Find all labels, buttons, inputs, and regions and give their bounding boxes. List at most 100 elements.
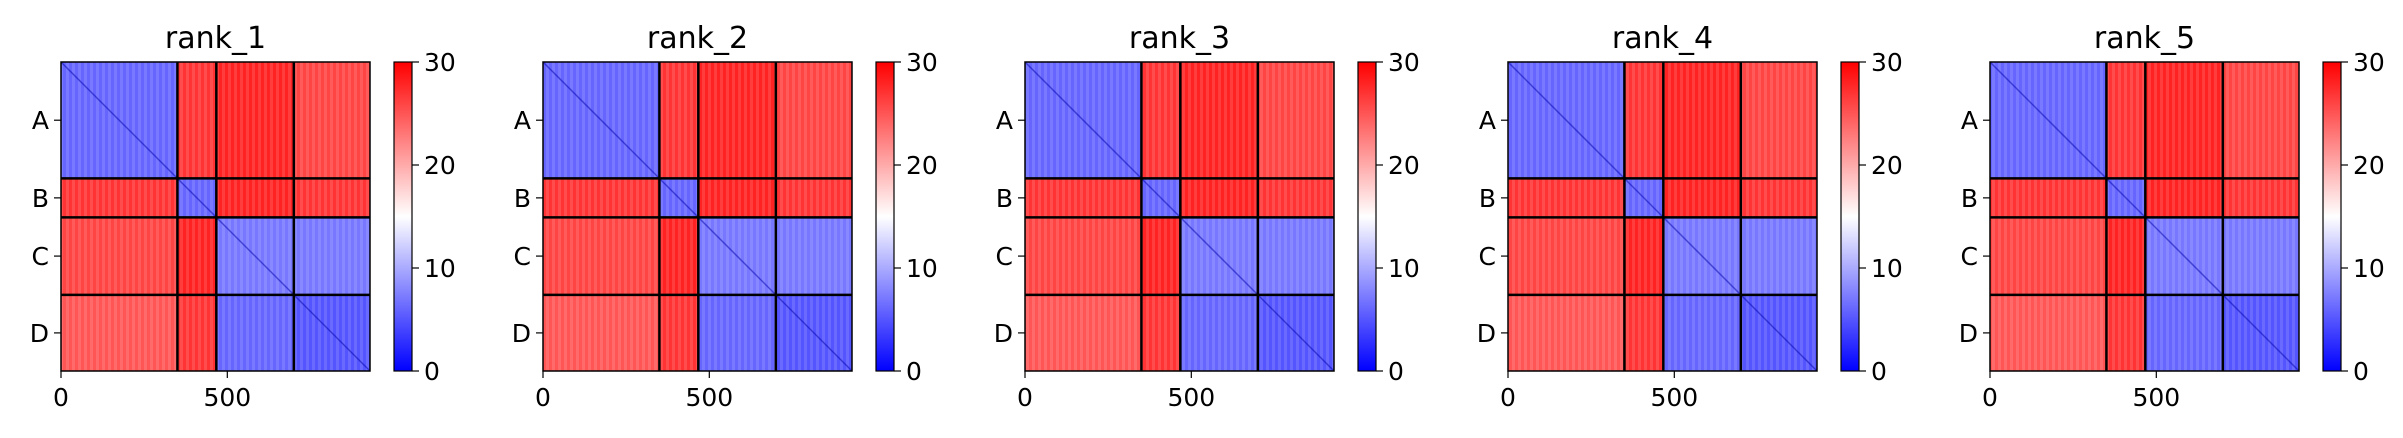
y-tick-label: B <box>996 184 1013 213</box>
heatmap-texture <box>1624 62 1664 179</box>
x-tick-label: 0 <box>1500 383 1516 412</box>
heatmap-texture <box>1740 62 1817 179</box>
heatmap-texture <box>1141 294 1181 371</box>
panel-title: rank_1 <box>165 21 266 56</box>
y-tick-label: B <box>32 184 49 213</box>
panel-title: rank_5 <box>2094 21 2195 56</box>
colorbar-tick-label: 0 <box>424 357 440 386</box>
colorbar-frame <box>875 61 895 372</box>
plot-frame <box>1024 61 1335 372</box>
heatmap-texture <box>1141 62 1181 179</box>
y-tick-label: C <box>32 242 49 271</box>
plot-frame <box>1989 61 2300 372</box>
heatmap-texture <box>1663 294 1741 371</box>
heatmap-texture <box>2145 178 2223 218</box>
heatmap-texture <box>1257 62 1334 179</box>
heatmap-texture <box>1141 217 1181 295</box>
heatmap-texture <box>775 178 852 218</box>
heatmap-texture <box>1990 178 2107 218</box>
heatmap-texture <box>1663 178 1741 218</box>
colorbar-tick-label: 20 <box>424 151 456 180</box>
x-tick-label: 500 <box>2132 383 2180 412</box>
heatmap-texture <box>1180 178 1258 218</box>
colorbar-tick-label: 20 <box>2353 151 2385 180</box>
y-tick-label: C <box>1961 242 1978 271</box>
heatmap-texture <box>177 217 217 295</box>
heatmap-texture <box>1508 217 1625 295</box>
y-tick-label: A <box>1479 106 1496 135</box>
heatmap-texture <box>1025 178 1142 218</box>
panel-title: rank_3 <box>1129 21 1230 56</box>
colorbar-tick-label: 0 <box>1871 357 1887 386</box>
x-tick-label: 500 <box>685 383 733 412</box>
heatmap-texture <box>1624 294 1664 371</box>
heatmap-texture <box>1990 294 2107 371</box>
heatmap-texture <box>216 294 294 371</box>
heatmap-texture <box>2145 294 2223 371</box>
y-tick-label: D <box>30 319 49 348</box>
heatmap-texture <box>61 178 178 218</box>
colorbar-tick-label: 0 <box>906 357 922 386</box>
y-tick-label: C <box>514 242 531 271</box>
y-tick-label: A <box>32 106 49 135</box>
heatmap-texture <box>2222 178 2299 218</box>
heatmap-texture <box>1508 178 1625 218</box>
y-tick-label: D <box>994 319 1013 348</box>
y-tick-label: D <box>1477 319 1496 348</box>
colorbar-tick-label: 30 <box>906 48 938 77</box>
colorbar-tick-label: 20 <box>906 151 938 180</box>
heatmap-texture <box>216 178 294 218</box>
y-tick-label: B <box>1961 184 1978 213</box>
heatmap-texture <box>698 294 776 371</box>
colorbar-tick-label: 30 <box>1871 48 1903 77</box>
heatmap-texture <box>1990 217 2107 295</box>
heatmap-texture <box>2106 62 2146 179</box>
heatmap-texture <box>293 178 370 218</box>
heatmap-texture <box>659 217 699 295</box>
colorbar-tick-label: 30 <box>2353 48 2385 77</box>
heatmap-texture <box>1624 217 1664 295</box>
heatmap-texture <box>1740 178 1817 218</box>
colorbar-tick-label: 10 <box>1388 254 1420 283</box>
colorbar-tick-label: 0 <box>2353 357 2369 386</box>
panel-title: rank_2 <box>647 21 748 56</box>
colorbar-tick-label: 20 <box>1871 151 1903 180</box>
colorbar-tick-label: 10 <box>906 254 938 283</box>
heatmap-texture <box>698 62 776 179</box>
x-tick-label: 500 <box>203 383 251 412</box>
y-tick-label: C <box>1479 242 1496 271</box>
heatmap-texture <box>2222 217 2299 295</box>
x-tick-label: 500 <box>1650 383 1698 412</box>
panel-1: rank_1 A BC D 0 500 0 10 20 30 <box>30 21 456 412</box>
heatmap-texture <box>61 294 178 371</box>
colorbar-tick-label: 30 <box>424 48 456 77</box>
heatmap-texture <box>177 294 217 371</box>
heatmap-texture <box>1663 62 1741 179</box>
y-tick-label: C <box>996 242 1013 271</box>
colorbar-tick-label: 10 <box>424 254 456 283</box>
colorbar-frame <box>393 61 413 372</box>
colorbar-tick-label: 10 <box>1871 254 1903 283</box>
y-tick-label: A <box>514 106 531 135</box>
colorbar <box>1358 62 1376 371</box>
heatmap-texture <box>1257 217 1334 295</box>
panel-3: rank_3 A BC D 0 500 0 10 20 30 <box>994 21 1420 412</box>
heatmap-texture <box>1508 294 1625 371</box>
heatmap-texture <box>659 294 699 371</box>
x-tick-label: 0 <box>535 383 551 412</box>
panel-5: rank_5 A BC D 0 500 0 10 20 30 <box>1959 21 2385 412</box>
heatmap-texture <box>775 217 852 295</box>
y-tick-label: A <box>1961 106 1978 135</box>
heatmap-texture <box>216 62 294 179</box>
heatmap-texture <box>293 62 370 179</box>
colorbar <box>394 62 412 371</box>
heatmap-texture <box>1180 294 1258 371</box>
heatmap-texture <box>1180 62 1258 179</box>
heatmap-texture <box>293 217 370 295</box>
y-tick-label: D <box>1959 319 1978 348</box>
plot-frame <box>1507 61 1818 372</box>
colorbar <box>1841 62 1859 371</box>
colorbar <box>2323 62 2341 371</box>
colorbar-tick-label: 30 <box>1388 48 1420 77</box>
